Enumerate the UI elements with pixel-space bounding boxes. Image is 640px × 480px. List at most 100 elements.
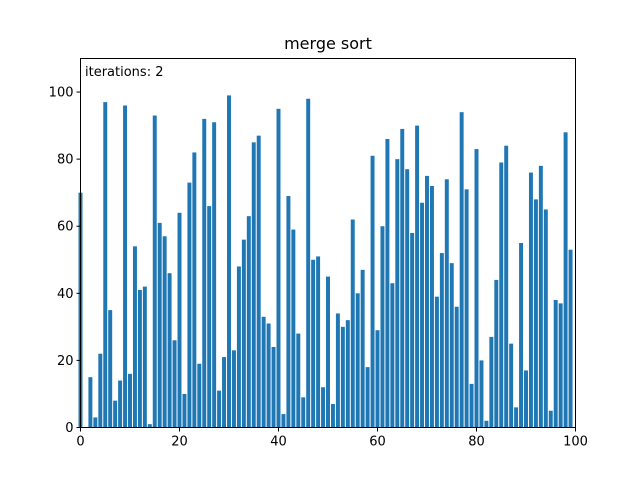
bar-20 — [177, 212, 182, 428]
bar-2 — [88, 377, 93, 428]
bar-39 — [271, 346, 276, 428]
bar-53 — [340, 326, 345, 428]
bar-59 — [370, 155, 375, 428]
bar-66 — [405, 169, 410, 428]
bar-44 — [296, 333, 301, 428]
bar-63 — [390, 283, 395, 428]
bar-72 — [434, 296, 439, 428]
bar-64 — [395, 159, 400, 428]
bar-86 — [504, 145, 509, 428]
bar-35 — [251, 142, 256, 428]
bar-24 — [197, 363, 202, 428]
bar-79 — [469, 383, 474, 428]
bar-9 — [123, 105, 128, 428]
bar-46 — [306, 98, 311, 428]
bar-15 — [152, 115, 157, 428]
bar-22 — [187, 182, 192, 428]
iterations-label: iterations: 2 — [85, 65, 163, 80]
bar-54 — [345, 320, 350, 428]
bar-83 — [489, 336, 494, 428]
bar-75 — [449, 263, 454, 428]
bar-87 — [509, 343, 514, 428]
bar-92 — [533, 199, 538, 428]
bar-38 — [266, 323, 271, 428]
bar-95 — [548, 410, 553, 428]
y-tick-label-5: 100 — [49, 86, 74, 101]
bar-23 — [192, 152, 197, 428]
x-tick-label-0: 0 — [76, 435, 84, 450]
bar-84 — [494, 279, 499, 428]
bar-68 — [415, 125, 420, 428]
bar-98 — [563, 132, 568, 428]
bar-5 — [103, 102, 108, 428]
bar-12 — [137, 289, 142, 428]
bar-8 — [118, 380, 123, 428]
bar-28 — [217, 390, 222, 428]
bar-40 — [276, 108, 281, 428]
y-tick-label-1: 20 — [57, 354, 74, 369]
bar-56 — [355, 293, 360, 428]
y-tick-label-0: 0 — [65, 421, 73, 436]
bar-37 — [261, 316, 266, 428]
bar-94 — [543, 209, 548, 428]
bar-26 — [207, 206, 212, 428]
bar-85 — [499, 162, 504, 428]
bar-18 — [167, 273, 172, 428]
bar-52 — [335, 313, 340, 428]
x-tick-label-3: 60 — [369, 435, 386, 450]
bar-93 — [538, 165, 543, 428]
bar-6 — [108, 310, 113, 428]
bar-29 — [222, 357, 227, 428]
bar-90 — [524, 370, 528, 428]
y-tick-label-2: 40 — [57, 287, 74, 302]
bar-34 — [246, 216, 251, 428]
bar-33 — [241, 239, 246, 428]
bar-10 — [128, 373, 132, 428]
bar-74 — [444, 179, 449, 428]
bar-31 — [231, 350, 236, 428]
bar-67 — [410, 232, 415, 428]
bar-70 — [425, 175, 429, 428]
bar-3 — [93, 417, 98, 428]
bar-82 — [484, 420, 489, 428]
bar-4 — [98, 353, 103, 428]
x-tick-label-2: 40 — [270, 435, 287, 450]
x-tick-label-1: 20 — [171, 435, 188, 450]
bar-76 — [454, 306, 459, 428]
x-tick-label-5: 100 — [563, 435, 588, 450]
bar-11 — [132, 246, 137, 428]
bar-19 — [172, 340, 177, 428]
chart-title: merge sort — [284, 34, 372, 53]
bar-78 — [464, 189, 469, 428]
bar-25 — [202, 118, 207, 428]
bar-32 — [236, 266, 241, 428]
bar-47 — [311, 259, 316, 428]
bar-48 — [316, 256, 321, 428]
bar-62 — [385, 139, 390, 428]
bar-30 — [227, 95, 231, 428]
bar-13 — [142, 286, 147, 428]
bar-96 — [553, 300, 558, 428]
bar-65 — [400, 128, 405, 428]
bar-99 — [568, 249, 573, 428]
bar-69 — [420, 202, 425, 428]
bar-61 — [380, 226, 385, 428]
x-tick-label-4: 80 — [468, 435, 485, 450]
y-tick-label-4: 80 — [57, 153, 74, 168]
bar-57 — [360, 269, 365, 428]
bar-50 — [326, 276, 330, 428]
bar-89 — [519, 243, 524, 428]
bar-7 — [113, 400, 118, 428]
bar-41 — [281, 414, 286, 428]
bar-42 — [286, 196, 291, 428]
bar-91 — [528, 172, 533, 428]
bar-14 — [147, 424, 152, 428]
bar-21 — [182, 393, 187, 428]
plot-frame — [80, 58, 576, 428]
y-tick-label-3: 60 — [57, 220, 74, 235]
bars-group — [78, 95, 573, 428]
bar-71 — [429, 185, 434, 428]
bar-60 — [375, 330, 380, 428]
bar-43 — [291, 229, 296, 428]
